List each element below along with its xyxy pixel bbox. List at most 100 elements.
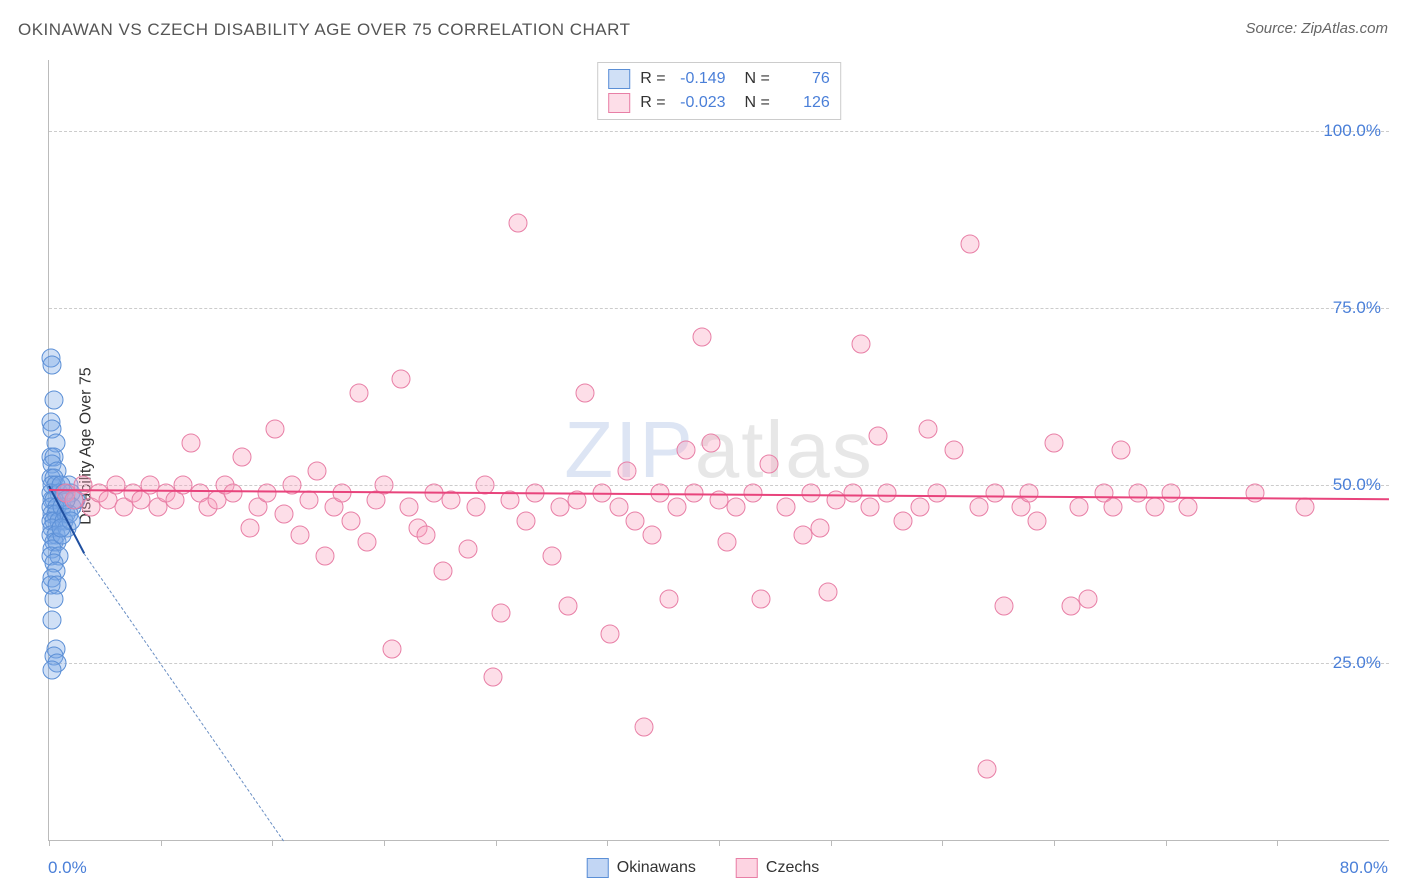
data-point [894, 511, 913, 530]
data-point [601, 625, 620, 644]
data-point [542, 547, 561, 566]
data-point [1162, 483, 1181, 502]
data-point [416, 526, 435, 545]
data-point [609, 497, 628, 516]
data-point [182, 433, 201, 452]
data-point [274, 504, 293, 523]
data-point [919, 419, 938, 438]
data-point [517, 511, 536, 530]
series-swatch [608, 69, 630, 89]
watermark-atlas: atlas [695, 405, 874, 494]
data-point [986, 483, 1005, 502]
data-point [383, 639, 402, 658]
data-point [509, 214, 528, 233]
data-point [458, 540, 477, 559]
stats-row: R =-0.149 N =76 [608, 67, 830, 91]
data-point [43, 660, 62, 679]
y-tick-label: 75.0% [1333, 298, 1381, 318]
stat-n-value: 76 [780, 70, 830, 88]
data-point [818, 582, 837, 601]
data-point [810, 519, 829, 538]
data-point [1296, 497, 1315, 516]
data-point [751, 589, 770, 608]
stat-n-label: N = [736, 70, 770, 88]
data-point [291, 526, 310, 545]
data-point [341, 511, 360, 530]
stat-n-value: 126 [780, 94, 830, 112]
data-point [433, 561, 452, 580]
data-point [232, 448, 251, 467]
gridline [49, 485, 1389, 486]
data-point [802, 483, 821, 502]
data-point [1145, 497, 1164, 516]
chart-header: OKINAWAN VS CZECH DISABILITY AGE OVER 75… [18, 20, 1388, 50]
data-point [852, 334, 871, 353]
data-point [994, 597, 1013, 616]
data-point [241, 519, 260, 538]
data-point [1045, 433, 1064, 452]
legend-label: Czechs [766, 859, 819, 877]
chart-title: OKINAWAN VS CZECH DISABILITY AGE OVER 75… [18, 20, 630, 39]
series-swatch [608, 93, 630, 113]
data-point [634, 717, 653, 736]
data-point [1103, 497, 1122, 516]
data-point [224, 483, 243, 502]
legend-swatch [736, 858, 758, 878]
data-point [1078, 589, 1097, 608]
data-point [45, 589, 64, 608]
plot-area: ZIPatlas R =-0.149 N =76R =-0.023 N =126… [48, 60, 1389, 841]
data-point [316, 547, 335, 566]
data-point [760, 455, 779, 474]
stat-r-value: -0.023 [676, 94, 726, 112]
data-point [969, 497, 988, 516]
data-point [1070, 497, 1089, 516]
x-tick [1166, 840, 1167, 846]
data-point [349, 384, 368, 403]
data-point [308, 462, 327, 481]
gridline [49, 308, 1389, 309]
x-tick [607, 840, 608, 846]
data-point [844, 483, 863, 502]
data-point [659, 589, 678, 608]
data-point [43, 355, 62, 374]
x-tick [161, 840, 162, 846]
x-axis-max-label: 80.0% [1340, 858, 1388, 878]
gridline [49, 131, 1389, 132]
data-point [358, 533, 377, 552]
x-tick [384, 840, 385, 846]
x-tick [1277, 840, 1278, 846]
data-point [400, 497, 419, 516]
x-tick [719, 840, 720, 846]
x-tick [831, 840, 832, 846]
legend-label: Okinawans [617, 859, 696, 877]
data-point [559, 597, 578, 616]
data-point [726, 497, 745, 516]
data-point [626, 511, 645, 530]
data-point [743, 483, 762, 502]
x-tick [1054, 840, 1055, 846]
x-axis-min-label: 0.0% [48, 858, 87, 878]
data-point [701, 433, 720, 452]
data-point [467, 497, 486, 516]
data-point [266, 419, 285, 438]
watermark: ZIPatlas [564, 404, 873, 496]
y-tick-label: 100.0% [1323, 121, 1381, 141]
stat-r-value: -0.149 [676, 70, 726, 88]
y-tick-label: 25.0% [1333, 653, 1381, 673]
x-tick [49, 840, 50, 846]
data-point [1019, 483, 1038, 502]
source-label: Source: ZipAtlas.com [1245, 20, 1388, 37]
data-point [483, 667, 502, 686]
trend-line-extrapolated [84, 553, 284, 841]
data-point [668, 497, 687, 516]
data-point [492, 604, 511, 623]
data-point [718, 533, 737, 552]
data-point [43, 611, 62, 630]
data-point [869, 426, 888, 445]
data-point [777, 497, 796, 516]
data-point [576, 384, 595, 403]
data-point [944, 441, 963, 460]
stat-n-label: N = [736, 94, 770, 112]
data-point [860, 497, 879, 516]
x-tick [496, 840, 497, 846]
